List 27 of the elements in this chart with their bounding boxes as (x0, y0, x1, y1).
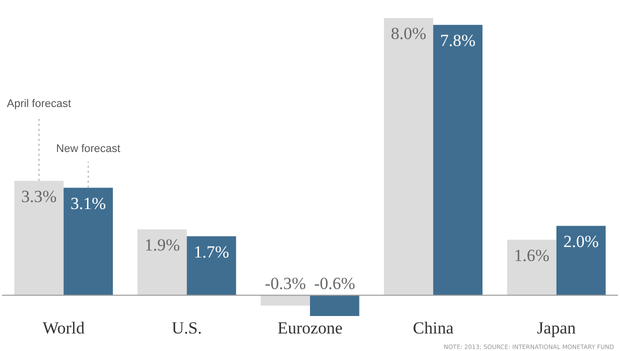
x-tick-label: World (42, 318, 86, 338)
bar (433, 24, 482, 296)
bar (384, 18, 434, 296)
data-label: 3.3% (21, 186, 57, 206)
text: New forecast (56, 142, 120, 155)
bar (14, 180, 64, 296)
bar (507, 240, 556, 296)
data-label: 1.7% (194, 242, 230, 262)
bar (310, 295, 360, 316)
data-label: -0.6% (314, 274, 356, 294)
x-tick-label: China (412, 318, 454, 338)
bar (186, 236, 236, 296)
bar (260, 295, 310, 306)
x-tick-label: U.S. (172, 318, 202, 338)
data-label: 1.9% (144, 235, 180, 254)
data-label: 2.0% (563, 232, 599, 251)
data-label: -0.3% (264, 274, 306, 294)
data-label: 8.0% (390, 24, 426, 43)
x-tick-label: Japan (537, 318, 576, 338)
bar (64, 188, 113, 296)
bar (556, 226, 606, 296)
data-label: 7.8% (440, 30, 476, 50)
data-label: 1.6% (514, 246, 550, 265)
text: April forecast (6, 98, 72, 110)
x-tick-label: Eurozone (277, 318, 343, 338)
bar (138, 229, 187, 296)
data-label: 3.1% (70, 194, 106, 213)
